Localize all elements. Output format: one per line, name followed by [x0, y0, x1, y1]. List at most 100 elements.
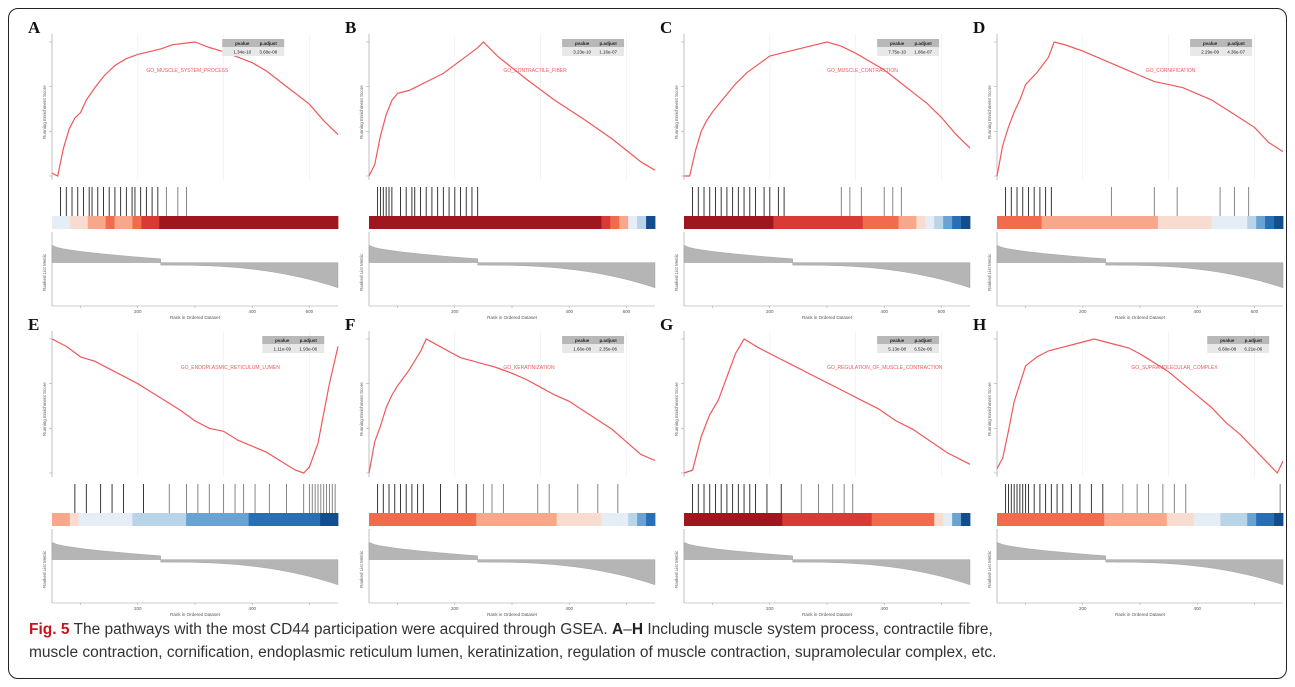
gsea-plot: Running Enrichment Score Ranked List Metr… — [987, 331, 1284, 617]
x-tick-label: 200 — [1079, 309, 1087, 314]
heat-segment — [96, 216, 107, 229]
es-axis-title: Running Enrichment Score — [674, 382, 679, 436]
x-tick-label: 400 — [248, 606, 256, 611]
panel-letter: D — [973, 18, 986, 37]
heat-segment — [710, 513, 721, 526]
heat-segment — [1059, 216, 1069, 229]
heat-segment — [159, 216, 169, 229]
heat-segment — [1014, 216, 1025, 229]
heat-segment — [476, 216, 486, 229]
padjust-header: p.adjust — [599, 41, 617, 46]
heat-segment — [827, 216, 837, 229]
heat-segment — [997, 513, 1007, 526]
heat-segment — [692, 216, 703, 229]
ranked-list-area — [51, 542, 339, 586]
ranked-list-area — [683, 542, 971, 586]
heat-segment — [710, 216, 721, 229]
x-axis-title: Rank in Ordered Dataset — [487, 612, 538, 617]
heat-segment — [1077, 216, 1087, 229]
heat-segment — [150, 513, 160, 526]
ranked-list-area — [368, 245, 656, 289]
padjust-header: p.adjust — [914, 338, 932, 343]
enrichment-curve — [51, 338, 339, 474]
heat-segment — [934, 216, 944, 229]
heat-segment — [476, 513, 486, 526]
es-axis-title: Running Enrichment Score — [42, 382, 47, 436]
heat-segment — [458, 216, 468, 229]
heat-segment — [302, 216, 312, 229]
heat-segment — [637, 216, 647, 229]
heat-segment — [925, 513, 935, 526]
enrichment-curve — [683, 338, 971, 474]
heat-segment — [1122, 513, 1132, 526]
heat-segment — [369, 216, 379, 229]
heat-segment — [818, 216, 828, 229]
heat-segment — [221, 513, 232, 526]
heat-segment — [1122, 216, 1132, 229]
heat-segment — [835, 513, 846, 526]
heat-segment — [1041, 216, 1052, 229]
heat-segment — [440, 513, 450, 526]
heat-segment — [692, 513, 703, 526]
heat-segment — [1175, 216, 1186, 229]
heat-segment — [556, 216, 567, 229]
heat-segment — [266, 513, 276, 526]
enrichment-curve — [368, 338, 656, 474]
heat-segment — [592, 513, 602, 526]
pvalue-header: pvalue — [890, 41, 905, 46]
padjust-header: p.adjust — [914, 41, 932, 46]
pvalue-cell: 3.23e-10 — [573, 50, 591, 55]
heat-segment — [934, 513, 944, 526]
heat-segment — [1086, 216, 1096, 229]
padjust-cell: 1.16e-07 — [599, 50, 617, 55]
heat-segment — [186, 513, 196, 526]
heat-segment — [773, 216, 783, 229]
heat-segment — [114, 513, 124, 526]
heat-segment — [449, 216, 459, 229]
es-axis-title: Running Enrichment Score — [987, 382, 992, 436]
heat-segment — [1166, 216, 1177, 229]
heat-segment — [257, 216, 267, 229]
enrichment-curve — [996, 41, 1284, 177]
padjust-header: p.adjust — [1245, 338, 1263, 343]
heat-segment — [529, 513, 540, 526]
heat-segment — [52, 216, 62, 229]
heat-segment — [907, 513, 917, 526]
es-axis-title: Running Enrichment Score — [987, 85, 992, 139]
heat-segment — [177, 216, 187, 229]
heat-segment — [60, 216, 71, 229]
heat-segment — [1104, 513, 1114, 526]
pvalue-header: pvalue — [575, 338, 590, 343]
panel-letter: A — [28, 18, 41, 37]
heat-segment — [943, 513, 953, 526]
pvalue-cell: 1.34e-10 — [233, 50, 251, 55]
heat-segment — [755, 216, 765, 229]
pvalue-header: pvalue — [1203, 41, 1218, 46]
heat-segment — [1238, 216, 1248, 229]
heat-segment — [773, 513, 783, 526]
heat-segment — [1202, 216, 1212, 229]
heat-segment — [275, 216, 285, 229]
heat-segment — [782, 513, 792, 526]
heat-segment — [1113, 216, 1123, 229]
go-term-label: GO_REGULATION_OF_MUSCLE_CONTRACTION — [827, 365, 943, 371]
heat-segment — [1059, 513, 1069, 526]
heat-segment — [1211, 513, 1221, 526]
padjust-cell: 6.52e-06 — [914, 347, 932, 352]
ranked-list-area — [368, 542, 656, 586]
gsea-panel-b: B Running Enrichment Score Ranked List Met… — [345, 18, 659, 320]
heat-segment — [737, 513, 747, 526]
heat-segment — [755, 513, 765, 526]
heat-segment — [862, 513, 873, 526]
panel-letter: B — [345, 18, 357, 37]
heat-segment — [1265, 513, 1275, 526]
x-tick-label: 200 — [451, 606, 459, 611]
gsea-panel-f: F Running Enrichment Score Ranked List Met… — [345, 315, 659, 617]
heat-segment — [293, 216, 303, 229]
table-header-bg — [262, 336, 325, 344]
heat-segment — [78, 216, 89, 229]
ranked-list-area — [51, 245, 339, 289]
heat-segment — [1211, 216, 1221, 229]
heat-segment — [889, 513, 899, 526]
x-tick-label: 400 — [565, 606, 573, 611]
